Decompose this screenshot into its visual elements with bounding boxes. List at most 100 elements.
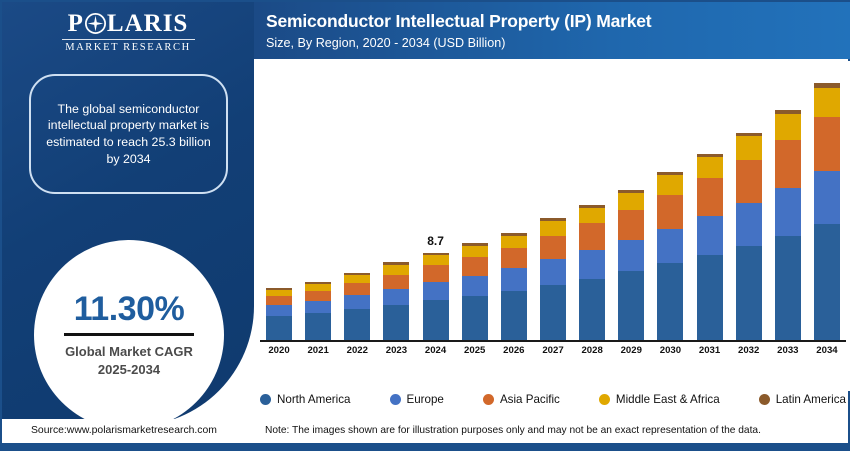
x-axis-tick-label: 2032: [738, 345, 760, 356]
callout-box: The global semiconductor intellectual pr…: [29, 74, 228, 194]
bar-segment: [500, 268, 527, 291]
footer: Source:www.polarismarketresearch.com Not…: [2, 419, 848, 449]
bar-segment: [813, 224, 840, 342]
logo-word-part2: LARIS: [106, 10, 189, 37]
legend-item[interactable]: North America: [260, 393, 350, 406]
bar-stack: [539, 218, 566, 342]
bar-segment: [500, 232, 527, 236]
logo-word-part1: P: [67, 10, 84, 37]
bar-segment: [305, 281, 332, 284]
bar-segment: [657, 172, 684, 176]
legend-item[interactable]: Latin America: [758, 392, 846, 406]
bar-segment: [735, 136, 762, 160]
bar-segment: [696, 153, 723, 157]
bar-segment: [539, 235, 566, 260]
bar-segment: [774, 113, 801, 140]
bar-stack: [657, 172, 684, 342]
bar-column: [461, 242, 488, 342]
bar-segment: [383, 305, 410, 342]
bar-segment: [539, 218, 566, 222]
bar-segment: [461, 295, 488, 342]
bar-column: [618, 189, 645, 342]
bar-segment: [266, 305, 292, 317]
plot-region: 8.7: [260, 63, 846, 342]
bar-segment: [813, 88, 840, 118]
bar-segment: [813, 83, 840, 89]
legend-label: Middle East & Africa: [615, 392, 720, 406]
footer-accent-bar: [2, 443, 848, 449]
x-axis-tick-label: 2033: [777, 345, 799, 356]
bar-group: 8.7: [260, 63, 846, 342]
bar-segment: [579, 205, 606, 209]
bar-segment: [500, 290, 527, 342]
bar-segment: [696, 178, 723, 217]
logo-divider: [61, 39, 195, 40]
bar-stack: [344, 272, 371, 342]
bar-segment: [344, 274, 371, 283]
bar-segment: [774, 235, 801, 342]
bar-segment: [618, 210, 645, 240]
bar-stack: [813, 83, 840, 342]
logo-tagline: MARKET RESEARCH: [65, 42, 191, 53]
bar-segment: [579, 223, 606, 250]
bar-stack: [422, 253, 449, 342]
bar-segment: [735, 202, 762, 246]
bar-segment: [696, 156, 723, 179]
x-axis-tick-label: 2028: [581, 345, 603, 356]
compass-star-icon: [84, 13, 106, 34]
legend-label: North America: [277, 392, 351, 406]
x-axis-tick-label: 2029: [620, 345, 642, 356]
bar-segment: [813, 171, 840, 225]
bar-segment: [383, 288, 410, 306]
x-axis-tick-label: 2021: [307, 345, 329, 356]
bar-segment: [305, 283, 332, 291]
legend-label: Asia Pacific: [499, 392, 560, 406]
legend-item[interactable]: Middle East & Africa: [598, 392, 720, 406]
footer-source-text: Source:www.polarismarketresearch.com: [31, 425, 217, 436]
x-axis-tick-label: 2025: [464, 345, 486, 356]
bar-segment: [422, 253, 449, 256]
bar-stack: [579, 205, 606, 342]
x-axis-tick-label: 2027: [542, 345, 564, 356]
legend-color-dot-icon: [260, 393, 271, 405]
bar-segment: [539, 259, 566, 285]
cagr-label-line2: 2025-2034: [97, 361, 161, 377]
bar-column: [344, 272, 371, 342]
bar-segment: [500, 247, 527, 269]
bar-segment: [579, 249, 606, 279]
bar-segment: [344, 272, 371, 275]
bar-column: [774, 109, 801, 342]
bar-column: [500, 232, 527, 342]
legend-item[interactable]: Asia Pacific: [482, 392, 560, 406]
bar-segment: [266, 296, 292, 306]
bar-stack: [500, 232, 527, 342]
bar-stack: [383, 262, 410, 342]
bar-segment: [266, 316, 292, 342]
bar-segment: [383, 274, 410, 289]
bar-segment: [735, 245, 762, 342]
legend-item[interactable]: Europe: [389, 392, 444, 406]
bar-segment: [305, 313, 332, 342]
bar-segment: [657, 194, 684, 229]
bar-segment: [657, 228, 684, 264]
bar-segment: [774, 109, 801, 114]
bar-column: [735, 133, 762, 342]
legend-color-dot-icon: [482, 393, 494, 405]
legend-color-dot-icon: [389, 393, 401, 405]
bar-segment: [774, 187, 801, 236]
polaris-logo: P LARIS MARKET RESEARCH: [2, 11, 254, 53]
bar-column: [579, 205, 606, 342]
bar-segment: [461, 242, 488, 246]
x-axis-tick-label: 2034: [816, 345, 838, 356]
page-subtitle: Size, By Region, 2020 - 2034 (USD Billio…: [266, 36, 506, 51]
footer-note-text: Note: The images shown are for illustrat…: [265, 425, 761, 436]
legend-label: Latin America: [775, 392, 846, 406]
bar-segment: [735, 133, 762, 137]
bar-segment: [735, 160, 762, 203]
page-title: Semiconductor Intellectual Property (IP)…: [266, 11, 652, 31]
cagr-label-line1: Global Market CAGR: [65, 343, 193, 359]
bar-segment: [618, 239, 645, 272]
cagr-divider: [64, 332, 194, 336]
legend-label: Europe: [406, 392, 444, 406]
